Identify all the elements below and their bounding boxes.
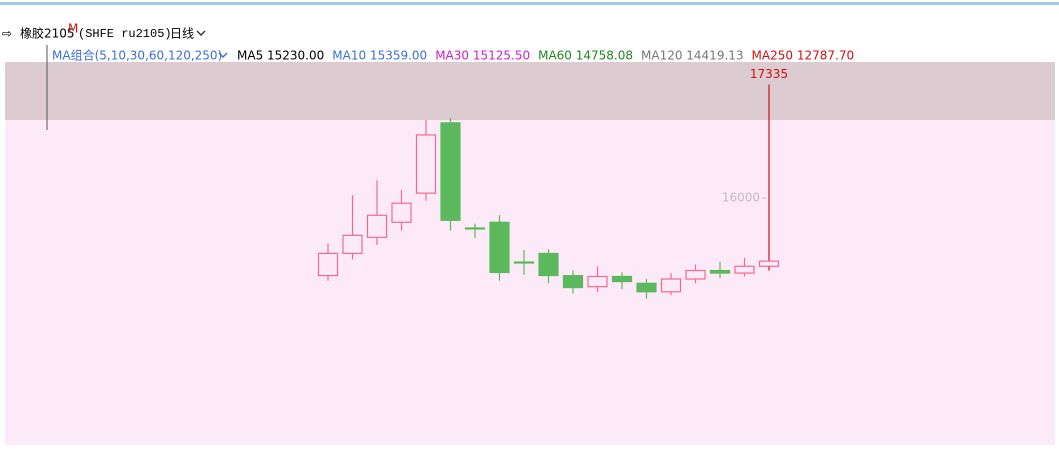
title-sup: M — [68, 22, 78, 36]
candle-body — [686, 271, 705, 280]
y-tick-label: 16000 — [722, 191, 760, 205]
candle-body — [539, 253, 558, 275]
top-border — [0, 2, 1059, 5]
candle-body — [515, 262, 534, 263]
candle-body — [711, 271, 730, 274]
ma-legend-item: MA5 15230.00 — [237, 49, 324, 63]
ma-group[interactable]: MA组合(5,10,30,60,120,250) — [52, 48, 222, 63]
ma-legend-item: MA250 12787.70 — [752, 49, 855, 63]
icon: ⇨ — [2, 27, 12, 41]
candle-body — [392, 203, 411, 222]
ma-legend: MA5 15230.00 MA10 15359.00 MA30 15125.50 MA… — [237, 49, 854, 63]
instrument-title: 橡胶2105 — [20, 26, 75, 41]
page: {"chart_data": { "type": "candlestick", … — [0, 0, 1059, 449]
max-high-label: 17335 — [750, 67, 788, 81]
candle-body — [417, 135, 436, 193]
candle-body — [368, 215, 387, 237]
candle-body — [735, 266, 754, 273]
chart: ⇨ 橡胶2105 M (SHFE ru2105) 日线 MA组合(5,10,30… — [0, 0, 1059, 449]
period-selector[interactable]: 日线 — [170, 27, 194, 41]
candle-body — [466, 228, 485, 229]
candle-body — [760, 261, 779, 266]
chevron — [197, 31, 205, 35]
plot-band — [5, 62, 1055, 120]
candle-body — [343, 235, 362, 253]
ma-legend-item: MA60 14758.08 — [538, 49, 633, 63]
candle-body — [319, 253, 338, 275]
candle-body — [441, 123, 460, 220]
candle-body — [588, 276, 607, 286]
candle-body — [490, 222, 509, 272]
ma-legend-item: MA30 15125.50 — [435, 49, 530, 63]
candle-body — [613, 276, 632, 281]
ma-legend-item: MA120 14419.13 — [641, 49, 744, 63]
candle-body — [564, 276, 583, 288]
candle-body — [662, 279, 681, 292]
ma-legend-item: MA10 15359.00 — [332, 49, 427, 63]
instrument-code: (SHFE ru2105) — [78, 27, 172, 41]
candle-body — [637, 283, 656, 292]
